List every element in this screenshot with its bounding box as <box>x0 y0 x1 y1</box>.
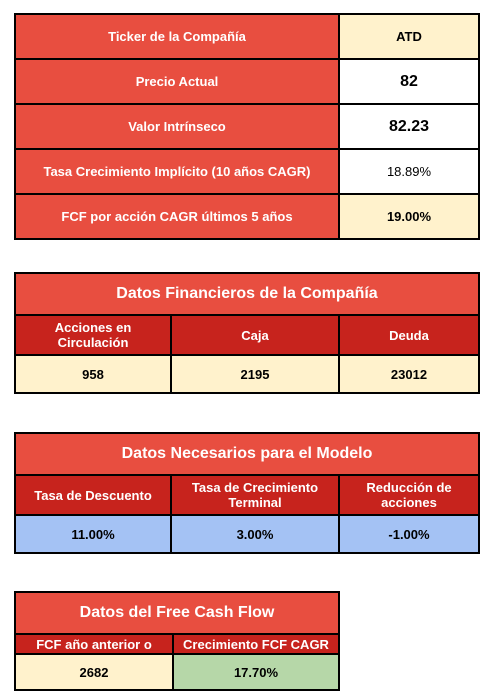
summary-table: Ticker de la Compañía ATD Precio Actual … <box>14 13 480 240</box>
implied-growth-value: 18.89% <box>338 148 480 195</box>
implied-growth-label: Tasa Crecimiento Implícito (10 años CAGR… <box>14 148 340 195</box>
summary-row-implied-growth: Tasa Crecimiento Implícito (10 años CAGR… <box>14 148 480 195</box>
fcf-prev-year-value[interactable]: 2682 <box>14 653 174 691</box>
intrinsic-value: 82.23 <box>338 103 480 150</box>
summary-row-fcf-cagr: FCF por acción CAGR últimos 5 años 19.00… <box>14 193 480 240</box>
summary-row-intrinsic: Valor Intrínseco 82.23 <box>14 103 480 150</box>
ticker-label: Ticker de la Compañía <box>14 13 340 60</box>
share-reduction-value[interactable]: -1.00% <box>338 514 480 554</box>
price-label: Precio Actual <box>14 58 340 105</box>
summary-row-ticker: Ticker de la Compañía ATD <box>14 13 480 60</box>
fcf-cagr-label: FCF por acción CAGR últimos 5 años <box>14 193 340 240</box>
debt-value[interactable]: 23012 <box>338 354 480 394</box>
financial-data-table: Datos Financieros de la Compañía Accione… <box>14 272 480 394</box>
fcf-prev-year-header: FCF año anterior o <box>14 633 174 655</box>
discount-rate-value[interactable]: 11.00% <box>14 514 172 554</box>
debt-header: Deuda <box>338 314 480 356</box>
fcf-growth-value: 17.70% <box>172 653 340 691</box>
intrinsic-label: Valor Intrínseco <box>14 103 340 150</box>
fcf-table: Datos del Free Cash Flow FCF año anterio… <box>14 591 340 691</box>
fcf-growth-header: Crecimiento FCF CAGR <box>172 633 340 655</box>
model-inputs-table: Datos Necesarios para el Modelo Tasa de … <box>14 432 480 554</box>
shares-outstanding-header: Acciones en Circulación <box>14 314 172 356</box>
summary-row-price: Precio Actual 82 <box>14 58 480 105</box>
fcf-title: Datos del Free Cash Flow <box>14 591 340 635</box>
terminal-growth-value[interactable]: 3.00% <box>170 514 340 554</box>
shares-outstanding-value[interactable]: 958 <box>14 354 172 394</box>
terminal-growth-header: Tasa de Crecimiento Terminal <box>170 474 340 516</box>
cash-value[interactable]: 2195 <box>170 354 340 394</box>
cash-header: Caja <box>170 314 340 356</box>
price-value: 82 <box>338 58 480 105</box>
ticker-value[interactable]: ATD <box>338 13 480 60</box>
model-inputs-title: Datos Necesarios para el Modelo <box>14 432 480 476</box>
share-reduction-header: Reducción de acciones <box>338 474 480 516</box>
fcf-cagr-value: 19.00% <box>338 193 480 240</box>
financial-data-title: Datos Financieros de la Compañía <box>14 272 480 316</box>
discount-rate-header: Tasa de Descuento <box>14 474 172 516</box>
